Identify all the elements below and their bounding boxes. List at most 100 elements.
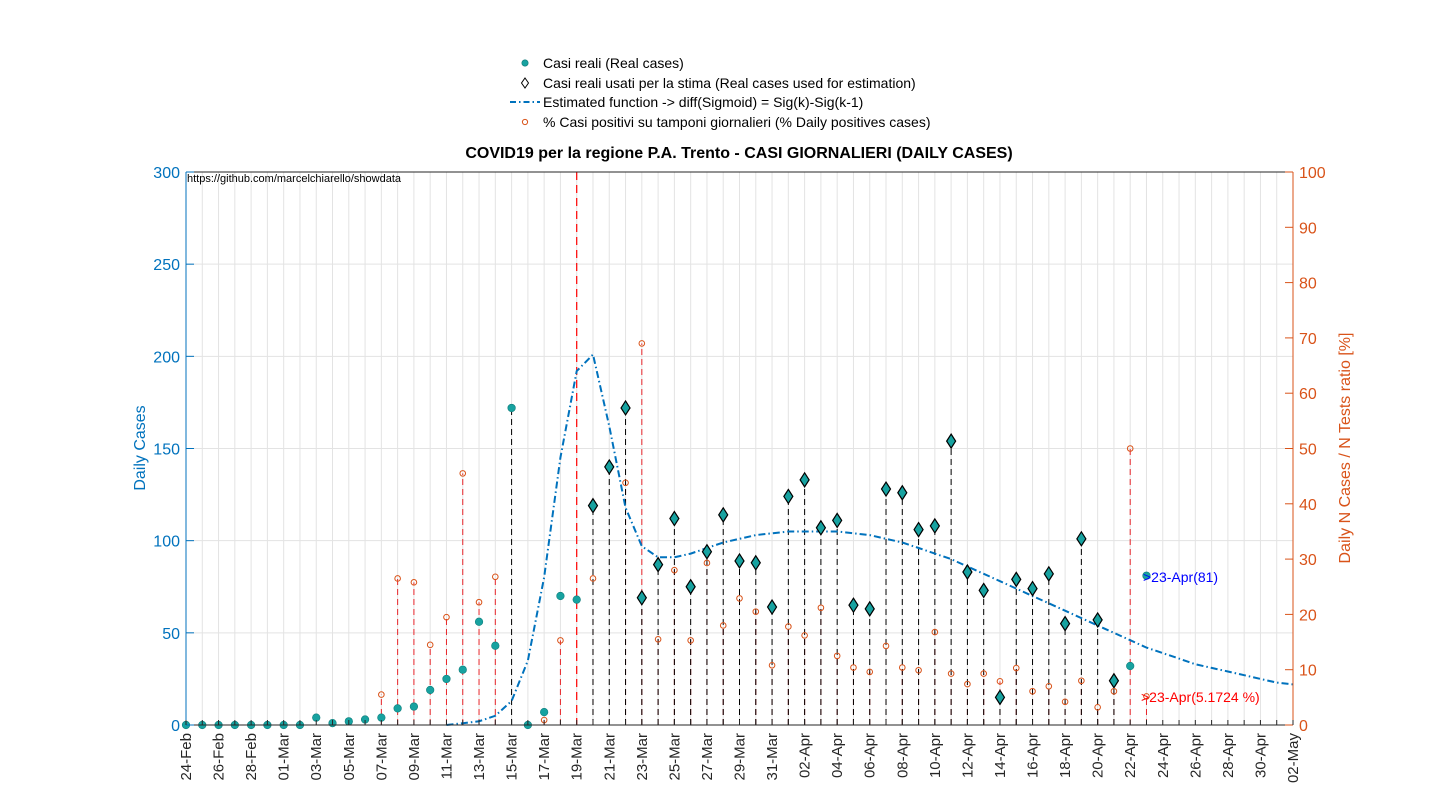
left-tick-label: 300 bbox=[153, 165, 180, 182]
x-tick-label: 13-Mar bbox=[471, 733, 488, 781]
ratio-point bbox=[443, 613, 450, 621]
estimation-case-point bbox=[880, 480, 892, 498]
x-tick-label: 18-Apr bbox=[1057, 733, 1074, 778]
x-tick-label: 14-Apr bbox=[992, 733, 1009, 778]
ratio-point bbox=[915, 666, 922, 674]
estimation-case-point bbox=[945, 433, 957, 450]
ratio-point bbox=[687, 637, 694, 644]
ratio-point bbox=[1094, 704, 1101, 711]
ratio-point bbox=[866, 668, 874, 676]
x-tick-label: 21-Mar bbox=[601, 733, 618, 781]
ratio-point bbox=[736, 595, 743, 602]
estimation-case-point bbox=[913, 521, 924, 538]
axes: 0 50 100 150 200 250 300 0 10 20 30 40 50 60 70 80 90 100… bbox=[153, 165, 1326, 783]
ratio-point bbox=[833, 652, 841, 660]
ratio-point bbox=[622, 479, 629, 487]
x-tick-label: 15-Mar bbox=[504, 733, 521, 781]
estimation-case-point bbox=[1011, 571, 1022, 588]
ratio-point bbox=[996, 678, 1004, 685]
x-tick-label: 05-Mar bbox=[341, 733, 358, 781]
ratio-point bbox=[980, 670, 987, 677]
real-case-point bbox=[540, 707, 549, 717]
ratio-point bbox=[557, 637, 564, 644]
ratio-point bbox=[589, 575, 597, 582]
real-case-point bbox=[442, 674, 451, 684]
x-tick-label: 26-Apr bbox=[1187, 733, 1204, 778]
ratio-point bbox=[1061, 698, 1069, 706]
real-case-point bbox=[458, 665, 467, 674]
ratio-point bbox=[964, 680, 971, 688]
real-case-point bbox=[491, 641, 500, 650]
x-tick-label: 08-Apr bbox=[894, 733, 911, 778]
ratio-point bbox=[378, 691, 385, 698]
ratio-point bbox=[1029, 687, 1036, 695]
legend-marker-positive-ratio bbox=[521, 118, 529, 126]
real-case-point bbox=[474, 617, 484, 626]
ratio-point bbox=[1012, 664, 1020, 672]
real-case-point bbox=[572, 595, 581, 604]
right-tick-label: 20 bbox=[1299, 607, 1317, 624]
x-tick-label: 07-Mar bbox=[373, 733, 390, 781]
estimation-case-point bbox=[652, 556, 664, 573]
estimation-case-point bbox=[831, 512, 843, 529]
x-tick-label: 02-Apr bbox=[797, 733, 814, 778]
real-case-point bbox=[393, 704, 402, 713]
x-tick-label: 17-Mar bbox=[536, 733, 553, 781]
ratio-point bbox=[638, 340, 646, 347]
left-tick-label: 250 bbox=[153, 257, 180, 274]
ratio-point bbox=[719, 622, 727, 629]
estimation-case-point bbox=[1027, 580, 1038, 597]
x-tick-label: 29-Mar bbox=[732, 733, 749, 781]
ratio-point bbox=[410, 579, 418, 586]
ratio-point bbox=[931, 628, 939, 636]
watermark-url: https://github.com/marcelchiarello/showd… bbox=[187, 173, 402, 185]
ratio-point bbox=[1143, 693, 1150, 700]
ratio-point bbox=[459, 470, 467, 477]
x-tick-label: 09-Mar bbox=[406, 733, 423, 781]
legend-label-estimation-cases: Casi reali usati per la stima (Real case… bbox=[543, 75, 916, 91]
ratio-point bbox=[850, 664, 857, 671]
x-tick-label: 06-Apr bbox=[862, 733, 879, 778]
estimation-case-point bbox=[636, 589, 648, 606]
x-tick-label: 01-Mar bbox=[276, 733, 293, 781]
estimation-case-point bbox=[620, 399, 631, 417]
estimation-case-point bbox=[864, 600, 875, 617]
ratio-point bbox=[654, 635, 662, 643]
ratio-point bbox=[801, 632, 808, 639]
real-case-point bbox=[556, 591, 565, 601]
x-tick-label: 16-Apr bbox=[1025, 733, 1042, 778]
x-tick-label: 02-May bbox=[1285, 733, 1302, 784]
x-tick-label: 24-Feb bbox=[178, 733, 195, 781]
estimation-case-point bbox=[815, 519, 827, 536]
ratio-point bbox=[1045, 682, 1053, 690]
x-tick-label: 31-Mar bbox=[764, 733, 781, 781]
left-tick-label: 150 bbox=[153, 442, 180, 459]
ratio-point bbox=[1110, 687, 1118, 695]
real-case-point bbox=[1142, 571, 1151, 580]
x-tick-label: 11-Mar bbox=[438, 733, 455, 779]
real-case-point bbox=[409, 702, 419, 711]
chart-title: COVID19 per la regione P.A. Trento - CAS… bbox=[465, 145, 1012, 162]
legend-label-positive-ratio: % Casi positivi su tamponi giornalieri (… bbox=[543, 114, 930, 130]
real-case-point bbox=[1126, 661, 1135, 671]
ratio-point bbox=[492, 573, 499, 581]
ratio-point bbox=[768, 661, 776, 669]
real-case-point bbox=[426, 685, 435, 695]
right-tick-label: 10 bbox=[1299, 663, 1317, 680]
ratio-point bbox=[1078, 677, 1085, 685]
estimation-case-point bbox=[897, 484, 908, 501]
estimation-case-point bbox=[718, 506, 729, 523]
annotations: >23-Apr(81) >23-Apr(5.1724 %) bbox=[1141, 569, 1260, 705]
estimation-case-point bbox=[848, 597, 859, 614]
legend-label-real-cases: Casi reali (Real cases) bbox=[543, 55, 684, 71]
estimation-case-point bbox=[994, 689, 1006, 706]
legend: Casi reali (Real cases) Casi reali usati… bbox=[510, 55, 930, 130]
estimation-case-point bbox=[978, 582, 989, 599]
x-tick-label: 28-Feb bbox=[243, 733, 260, 781]
left-axis-label: Daily Cases bbox=[132, 405, 149, 490]
x-tick-label: 26-Feb bbox=[211, 733, 228, 781]
estimation-case-point bbox=[766, 598, 778, 616]
estimation-case-point bbox=[783, 488, 794, 505]
left-tick-label: 0 bbox=[171, 718, 180, 735]
